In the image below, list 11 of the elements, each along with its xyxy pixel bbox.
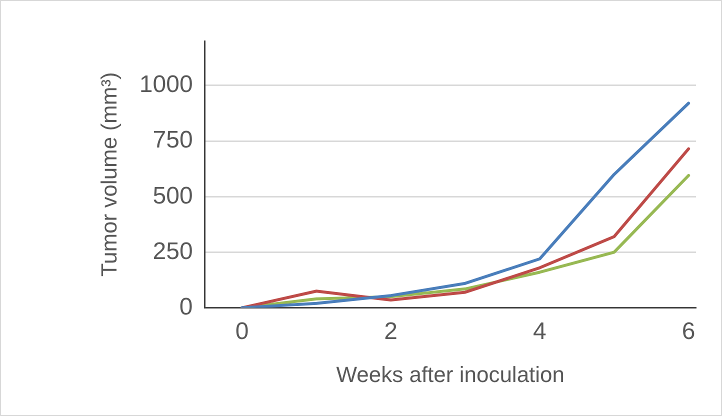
- y-tick-label: 0: [179, 293, 193, 320]
- y-tick-label: 1000: [139, 71, 193, 98]
- y-tick-label: 500: [152, 182, 193, 210]
- x-tick-label: 6: [682, 318, 696, 345]
- y-tick-label: 750: [152, 126, 193, 154]
- x-tick-label: 4: [533, 318, 546, 345]
- x-tick-label: 0: [235, 318, 249, 345]
- x-tick-label: 2: [384, 318, 398, 345]
- x-axis-title: Weeks after inoculation: [336, 362, 565, 387]
- y-axis-title: Tumor volume (mm³): [96, 72, 122, 277]
- y-tick-label: 250: [152, 238, 193, 265]
